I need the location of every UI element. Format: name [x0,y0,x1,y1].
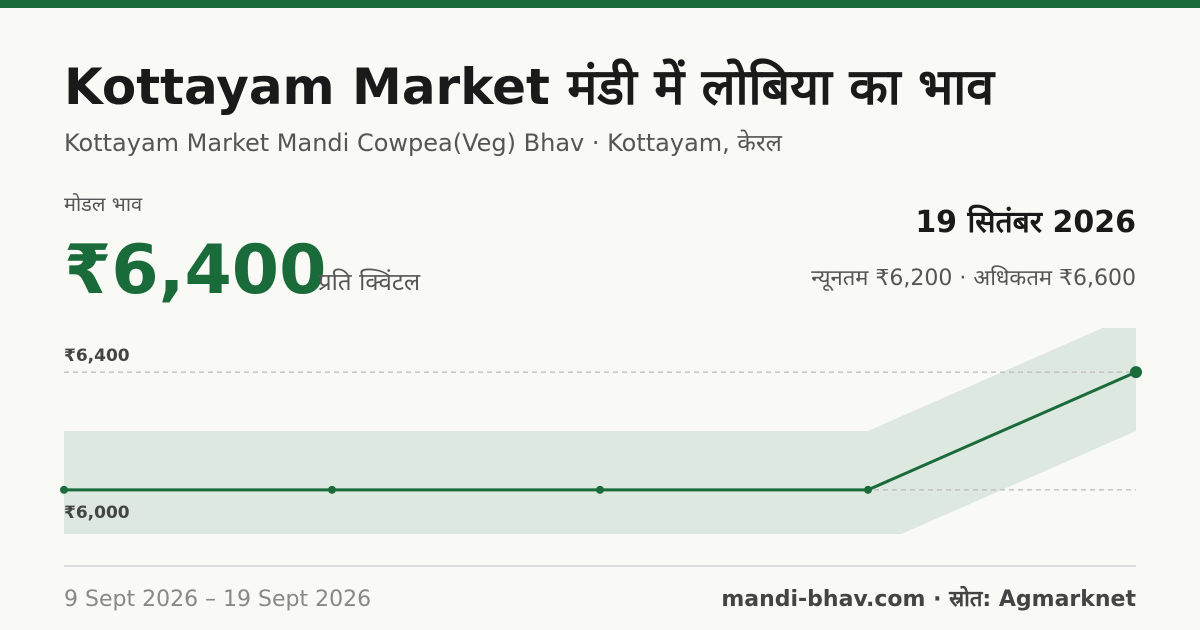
unit: प्रति क्विंटल [318,268,421,296]
footer-date-range: 9 Sept 2026 – 19 Sept 2026 [64,587,371,612]
date: 19 सितंबर 2026 [915,204,1136,240]
point [596,485,604,494]
subtitle: Kottayam Market Mandi Cowpea(Veg) Bhav ·… [64,129,783,157]
footer-source: mandi-bhav.com · स्रोत: Agmarknet [721,585,1136,612]
min-max-band [64,328,1136,534]
point [328,485,336,494]
point [1130,366,1142,379]
plot-area [64,328,1136,534]
price-range: न्यूनतम ₹6,200 · अधिकतम ₹6,600 [811,265,1136,292]
modal-label: मोडल भाव [64,192,143,216]
y-tick-label: ₹6,400 [64,346,130,366]
title: Kottayam Market मंडी में लोबिया का भाव [64,58,996,116]
axes: ₹6,000 ₹6,400 [60,346,1142,523]
point [864,485,872,494]
modal-price: ₹6,400 [64,231,326,310]
y-tick-label: ₹6,000 [64,503,130,523]
point [60,485,68,494]
top-bar [0,0,1200,8]
